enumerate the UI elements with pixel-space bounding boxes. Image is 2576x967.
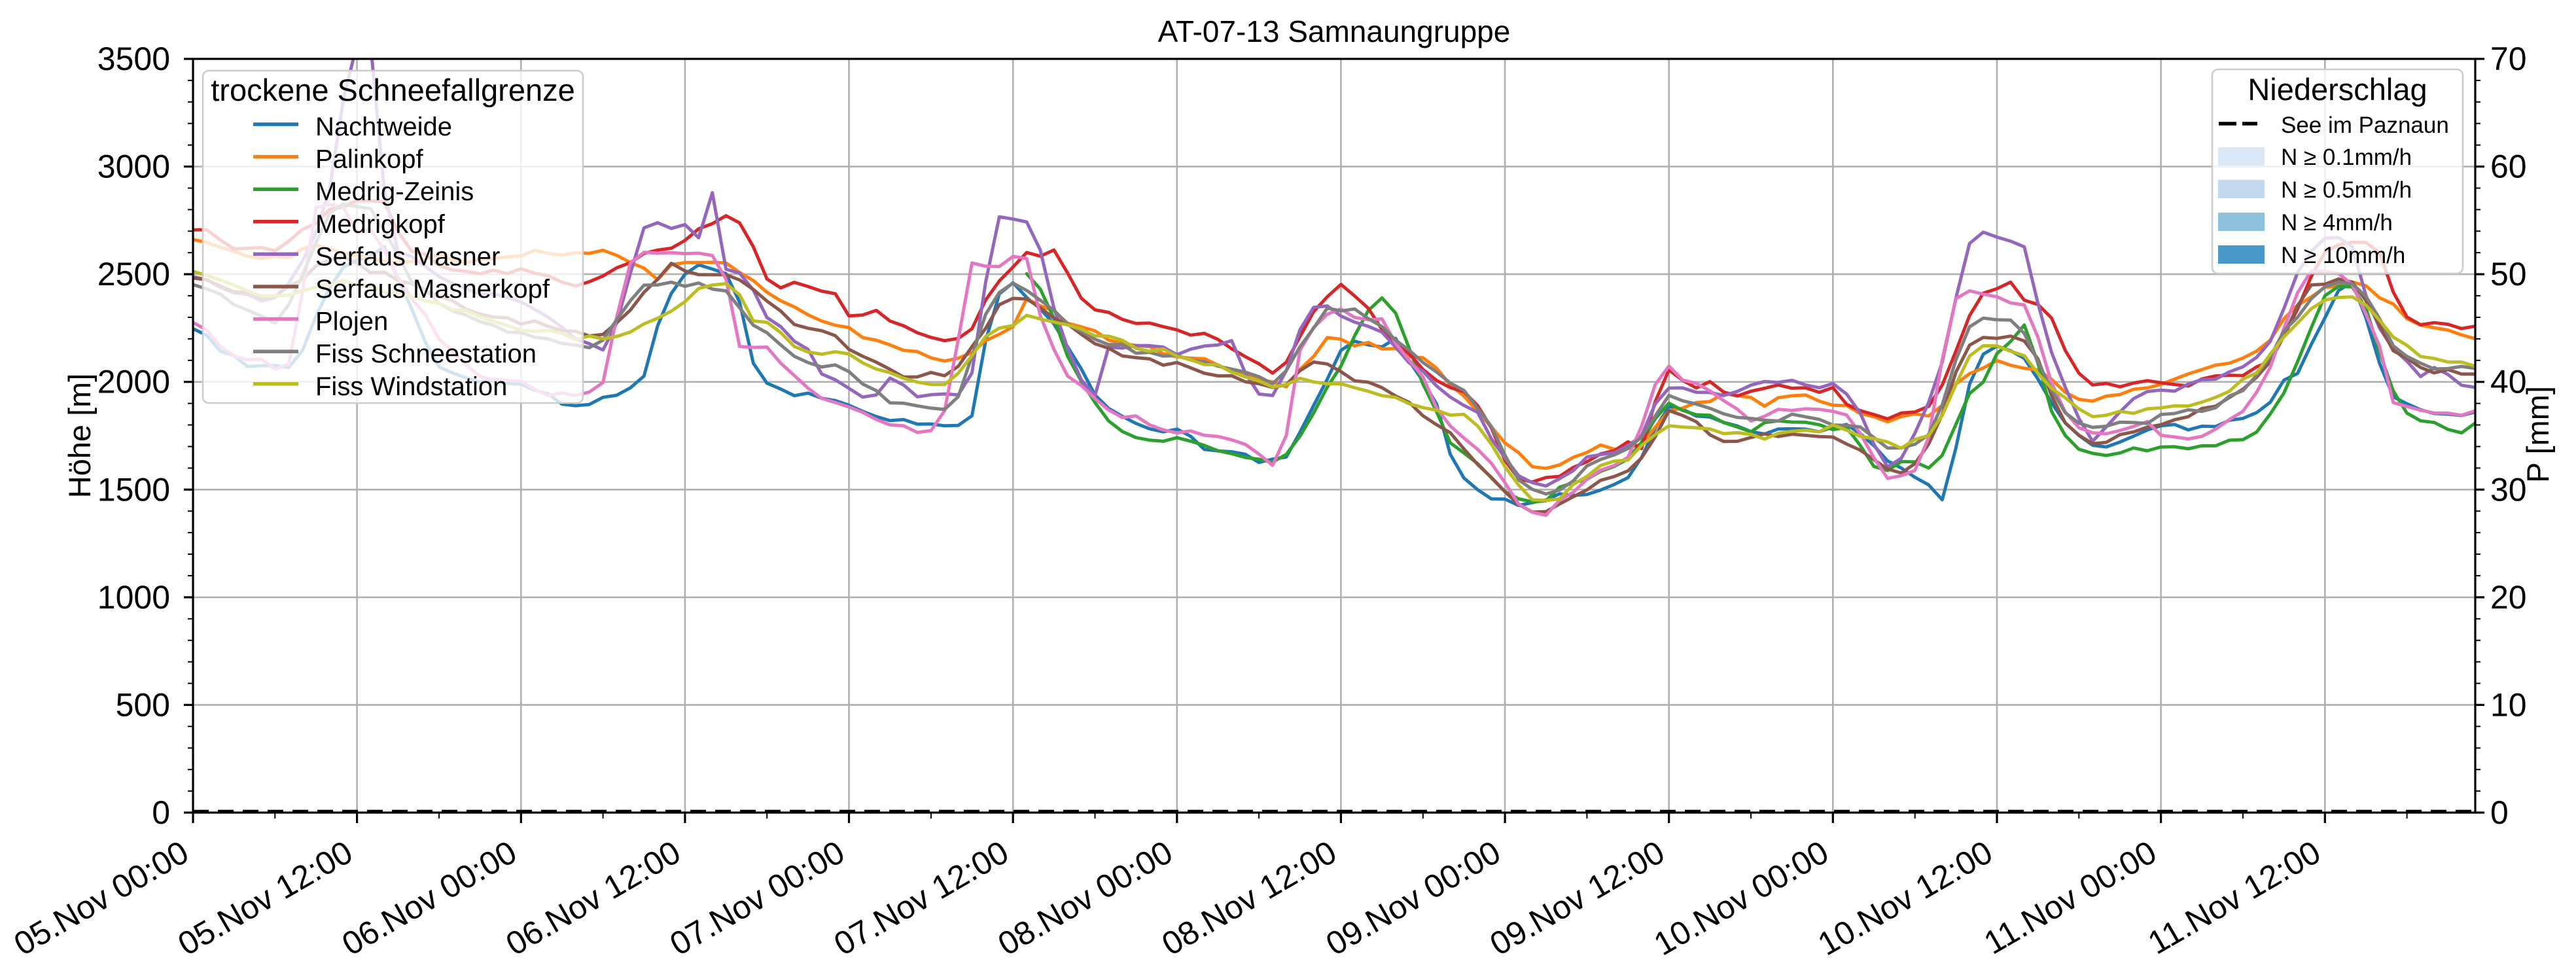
svg-text:Medrig-Zeinis: Medrig-Zeinis: [315, 177, 474, 206]
svg-text:20: 20: [2490, 579, 2527, 616]
svg-text:2500: 2500: [97, 256, 170, 292]
svg-text:See im Paznaun: See im Paznaun: [2281, 113, 2449, 138]
svg-text:70: 70: [2490, 41, 2527, 77]
svg-text:Fiss Windstation: Fiss Windstation: [315, 372, 507, 401]
svg-text:N ≥ 4mm/h: N ≥ 4mm/h: [2281, 210, 2393, 236]
svg-text:500: 500: [116, 686, 170, 723]
svg-text:AT-07-13 Samnaungruppe: AT-07-13 Samnaungruppe: [1158, 14, 1511, 48]
svg-text:10: 10: [2490, 686, 2527, 723]
svg-text:Nachtweide: Nachtweide: [315, 113, 452, 141]
svg-text:Serfaus Masner: Serfaus Masner: [315, 242, 500, 271]
svg-text:N ≥ 0.5mm/h: N ≥ 0.5mm/h: [2281, 177, 2412, 203]
svg-text:3500: 3500: [97, 41, 170, 77]
svg-text:1000: 1000: [97, 579, 170, 616]
svg-text:N ≥ 10mm/h: N ≥ 10mm/h: [2281, 243, 2405, 268]
svg-text:2000: 2000: [97, 364, 170, 400]
svg-text:Medrigkopf: Medrigkopf: [315, 210, 446, 239]
svg-text:3000: 3000: [97, 149, 170, 185]
svg-text:Palinkopf: Palinkopf: [315, 145, 423, 174]
svg-text:60: 60: [2490, 149, 2527, 185]
svg-text:50: 50: [2490, 256, 2527, 292]
svg-text:Niederschlag: Niederschlag: [2248, 72, 2427, 107]
svg-text:30: 30: [2490, 471, 2527, 508]
svg-text:P [mm]: P [mm]: [2520, 386, 2555, 483]
svg-text:Serfaus Masnerkopf: Serfaus Masnerkopf: [315, 275, 550, 304]
svg-text:0: 0: [152, 794, 170, 831]
svg-text:0: 0: [2490, 794, 2509, 831]
svg-text:Plojen: Plojen: [315, 308, 388, 336]
svg-text:40: 40: [2490, 364, 2527, 400]
svg-text:1500: 1500: [97, 471, 170, 508]
svg-text:N ≥ 0.1mm/h: N ≥ 0.1mm/h: [2281, 145, 2412, 170]
svg-text:Höhe [m]: Höhe [m]: [62, 374, 97, 499]
svg-text:Fiss Schneestation: Fiss Schneestation: [315, 340, 537, 368]
svg-text:trockene Schneefallgrenze: trockene Schneefallgrenze: [211, 73, 575, 107]
